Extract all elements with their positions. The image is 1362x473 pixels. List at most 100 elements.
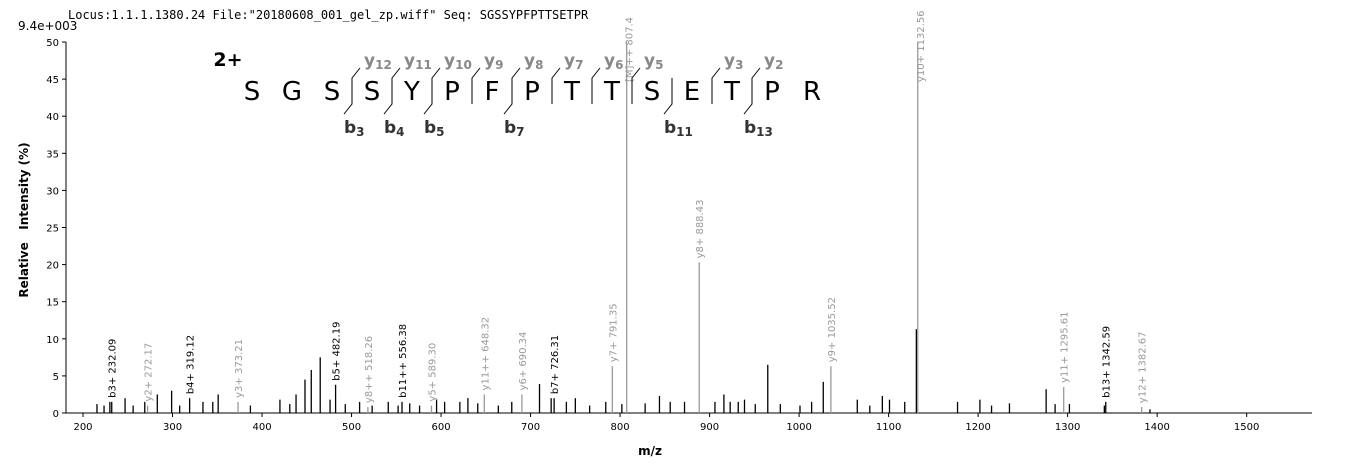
y-ion-label: y9 <box>484 51 503 72</box>
y-ion-label-type: y <box>724 51 735 71</box>
residue: F <box>485 77 500 107</box>
y-axis-label: Relative Intensity (%) <box>17 142 31 297</box>
y-ion-label-type: y <box>364 51 375 71</box>
b-ion-label-number: 7 <box>516 125 524 139</box>
residue: T <box>603 77 620 107</box>
y-ion-label: y5 <box>644 51 663 72</box>
y-ion-label-number: 10 <box>455 58 472 72</box>
residue: Y <box>403 77 420 107</box>
b-fragment-marker <box>503 78 513 115</box>
y-ion-label-number: 11 <box>415 58 432 72</box>
peak-label: b4+ 319.12 <box>186 335 197 394</box>
x-tick-label: 800 <box>611 422 630 433</box>
peak-label: y12+ 1382.67 <box>1138 332 1149 404</box>
y-ion-label-type: y <box>524 51 535 71</box>
x-tick-label: 700 <box>521 422 540 433</box>
y-tick-label: 15 <box>46 298 59 309</box>
peak-label: y7+ 791.35 <box>608 303 619 362</box>
b-ion-label: b11 <box>664 118 693 139</box>
x-tick-label: 300 <box>163 422 182 433</box>
y-ion-label: y6 <box>604 51 623 72</box>
y-fragment-marker <box>431 67 441 104</box>
y-tick-label: 0 <box>53 409 59 420</box>
peak-label: b13+ 1342.59 <box>1102 326 1113 398</box>
y-ion-label-type: y <box>444 51 455 71</box>
y-tick-label: 35 <box>46 149 59 160</box>
peak-label: y11++ 648.32 <box>480 317 491 391</box>
y-tick-label: 10 <box>46 335 59 346</box>
b-ion-label-type: b <box>344 118 356 138</box>
residue: T <box>723 77 740 107</box>
y-ion-label-type: y <box>644 51 655 71</box>
y-fragment-marker <box>471 67 481 104</box>
y-ion-label-type: y <box>404 51 415 71</box>
b-ion-label: b13 <box>744 118 773 139</box>
y-ion-label-type: y <box>564 51 575 71</box>
y-ion-label-type: y <box>764 51 775 71</box>
residue: S <box>324 77 341 107</box>
b-ion-label-number: 4 <box>396 125 404 139</box>
y-ion-label: y2 <box>764 51 783 72</box>
b-ion-label-type: b <box>424 118 436 138</box>
y-tick-label: 20 <box>46 261 59 272</box>
y-ion-label-type: y <box>604 51 615 71</box>
b-ion-label-number: 5 <box>436 125 444 139</box>
y-ion-label: y12 <box>364 51 392 72</box>
residue: S <box>644 77 661 107</box>
y-fragment-marker <box>511 67 521 104</box>
residue: P <box>764 77 780 107</box>
x-tick-label: 1100 <box>876 422 901 433</box>
peak-label: y3+ 373.21 <box>234 339 245 398</box>
peak-label: y8++ 518.26 <box>364 336 375 403</box>
y-ion-label: y10 <box>444 51 472 72</box>
x-tick-label: 1300 <box>1055 422 1080 433</box>
b-fragment-marker <box>383 78 393 115</box>
y-fragment-marker <box>711 67 721 104</box>
peak-label: y10+ 1132.56 <box>916 10 927 82</box>
x-tick-label: 500 <box>342 422 361 433</box>
peak-label: b3+ 232.09 <box>108 339 119 398</box>
residue: R <box>803 77 821 107</box>
y-ion-label-number: 6 <box>615 58 623 72</box>
b-ion-label: b3 <box>344 118 365 139</box>
b-ion-label-number: 11 <box>676 125 693 139</box>
residue: S <box>364 77 381 107</box>
x-tick-label: 1500 <box>1234 422 1259 433</box>
y-ion-label: y8 <box>524 51 543 72</box>
y-tick-label: 25 <box>46 224 59 235</box>
peak-label: y2+ 272.17 <box>144 343 155 402</box>
x-tick-label: 400 <box>252 422 271 433</box>
b-fragment-marker <box>423 78 433 115</box>
scale-label: 9.4e+003 <box>18 19 77 33</box>
peak-label: b7+ 726.31 <box>550 335 561 394</box>
y-fragment-marker <box>551 67 561 104</box>
b-ion-label-type: b <box>664 118 676 138</box>
residue: S <box>244 77 261 107</box>
x-axis-label: m/z <box>638 444 662 458</box>
y-tick-label: 40 <box>46 112 59 123</box>
b-ion-label-type: b <box>504 118 516 138</box>
y-ion-label-number: 8 <box>535 58 543 72</box>
peak-label: y8+ 888.43 <box>695 200 706 259</box>
peak-label: b5+ 482.19 <box>332 322 343 381</box>
y-tick-label: 45 <box>46 75 59 86</box>
y-fragment-marker <box>591 67 601 104</box>
y-ion-label-number: 9 <box>495 58 503 72</box>
y-tick-label: 50 <box>46 38 59 49</box>
residue: P <box>444 77 460 107</box>
b-fragment-marker <box>343 78 353 115</box>
peak-label: y5+ 589.30 <box>427 343 438 402</box>
peak-label: y6+ 690.34 <box>518 332 529 391</box>
x-tick-label: 1200 <box>965 422 990 433</box>
y-ion-label-number: 3 <box>735 58 743 72</box>
y-fragment-marker <box>631 67 641 104</box>
b-ion-label-type: b <box>744 118 756 138</box>
b-ion-label-number: 13 <box>756 125 773 139</box>
y-ion-label: y7 <box>564 51 583 72</box>
y-fragment-marker <box>351 67 361 104</box>
peak-label: b11++ 556.38 <box>398 324 409 398</box>
y-ion-label-number: 2 <box>775 58 783 72</box>
x-tick-label: 1000 <box>786 422 811 433</box>
residue: P <box>524 77 540 107</box>
